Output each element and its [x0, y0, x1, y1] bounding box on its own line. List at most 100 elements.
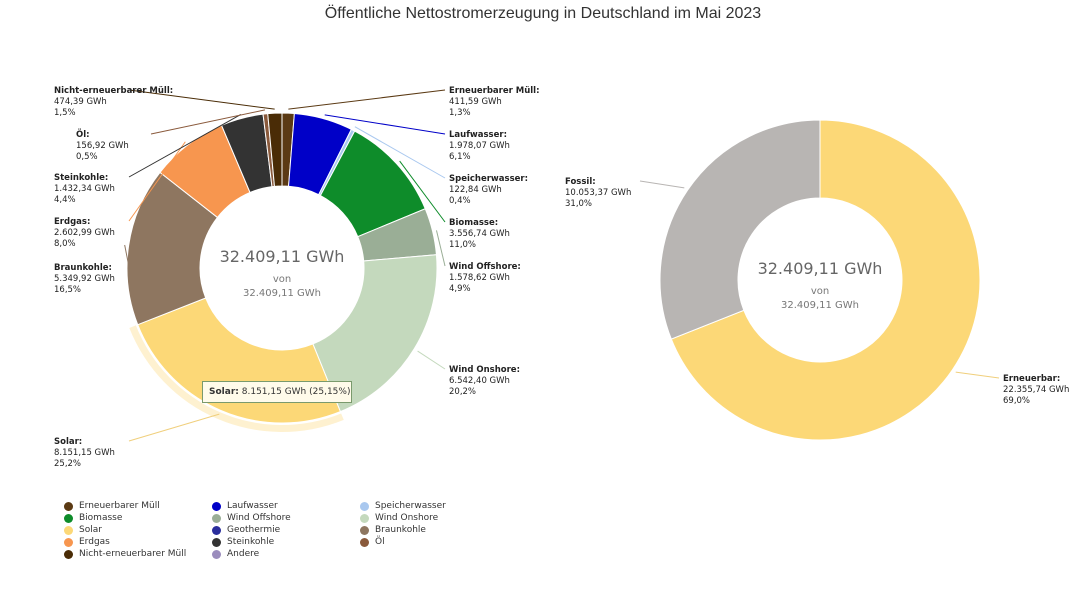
label-percent-speicherwasser: 0,4%: [449, 196, 471, 206]
label-percent-wind-offshore: 4,9%: [449, 284, 471, 294]
connector-oel: [150, 109, 266, 135]
legend-label: Geothermie: [227, 525, 281, 535]
label-percent-solar: 25,2%: [54, 459, 81, 469]
legend-marker-icon: [64, 537, 73, 547]
legend-item-erneuerbarer-muell[interactable]: Erneuerbarer Müll: [64, 500, 212, 512]
center-sub: 32.409,11 GWh: [243, 288, 321, 299]
legend-marker-icon: [212, 525, 221, 535]
label-name-wind-onshore: Wind Onshore:: [449, 365, 520, 375]
label-name-erneuerbarer-muell: Erneuerbarer Müll:: [449, 86, 540, 96]
label-value-wind-offshore: 1.578,62 GWh: [449, 273, 510, 283]
label-percent-steinkohle: 4,4%: [54, 195, 76, 205]
slice-solar[interactable]: [137, 297, 342, 424]
label-value-nicht-erneuerbarer-muell: 474,39 GWh: [54, 97, 107, 107]
legend-item-braunkohle[interactable]: Braunkohle: [360, 524, 508, 536]
label-percent-braunkohle: 16,5%: [54, 285, 81, 295]
legend-label: Erneuerbarer Müll: [79, 501, 160, 511]
legend-item-steinkohle[interactable]: Steinkohle: [212, 536, 360, 548]
legend-label: Andere: [227, 549, 260, 559]
legend-item-laufwasser[interactable]: Laufwasser: [212, 500, 360, 512]
label-value-speicherwasser: 122,84 GWh: [449, 185, 502, 195]
legend-label: Solar: [79, 525, 102, 535]
center-total: 32.409,11 GWh: [220, 247, 345, 266]
legend-item-wind-onshore[interactable]: Wind Onshore: [360, 512, 508, 524]
label-value-laufwasser: 1.978,07 GWh: [449, 141, 510, 151]
slice-nicht-erneuerbarer-muell[interactable]: [267, 112, 283, 187]
legend: Erneuerbarer Müll Laufwasser Speicherwasse…: [64, 500, 504, 560]
label-name-solar: Solar:: [54, 437, 82, 447]
slice-erneuerbar[interactable]: [670, 119, 981, 441]
connector-laufwasser: [324, 114, 446, 135]
label-percent-wind-onshore: 20,2%: [449, 387, 476, 397]
legend-label: Wind Offshore: [227, 513, 291, 523]
center-of: von: [273, 274, 291, 285]
connector-fossil: [639, 180, 685, 189]
center-sub: 32.409,11 GWh: [781, 300, 859, 311]
legend-item-biomasse[interactable]: Biomasse: [64, 512, 212, 524]
legend-marker-icon: [212, 537, 221, 547]
legend-marker-icon: [64, 513, 73, 523]
label-value-erneuerbar: 22.355,74 GWh: [1003, 385, 1069, 395]
connector-erneuerbarer-muell: [288, 89, 446, 110]
label-name-nicht-erneuerbarer-muell: Nicht-erneuerbarer Müll:: [54, 86, 173, 96]
legend-item-andere[interactable]: Andere: [212, 548, 360, 560]
legend-marker-icon: [212, 501, 221, 511]
label-percent-nicht-erneuerbarer-muell: 1,5%: [54, 108, 76, 118]
tooltip-name: Solar:: [209, 387, 239, 397]
legend-item-speicherwasser[interactable]: Speicherwasser: [360, 500, 508, 512]
legend-item-wind-offshore[interactable]: Wind Offshore: [212, 512, 360, 524]
legend-item-nicht-erneuerbarer-muell[interactable]: Nicht-erneuerbarer Müll: [64, 548, 212, 560]
label-percent-oel: 0,5%: [76, 152, 98, 162]
connector-erneuerbar: [955, 371, 1000, 379]
legend-marker-icon: [360, 537, 369, 547]
chart-title: Öffentliche Nettostromerzeugung in Deuts…: [324, 5, 762, 22]
label-percent-biomasse: 11,0%: [449, 240, 476, 250]
label-value-fossil: 10.053,37 GWh: [565, 188, 631, 198]
label-percent-fossil: 31,0%: [565, 199, 592, 209]
legend-label: Speicherwasser: [375, 501, 446, 511]
label-name-erneuerbar: Erneuerbar:: [1003, 374, 1060, 384]
connector-braunkohle: [124, 244, 130, 268]
connector-biomasse: [399, 160, 446, 223]
legend-label: Erdgas: [79, 537, 110, 547]
label-name-braunkohle: Braunkohle:: [54, 263, 112, 273]
legend-item-oel[interactable]: Öl: [360, 536, 508, 548]
connector-steinkohle: [128, 113, 242, 178]
label-value-oel: 156,92 GWh: [76, 141, 129, 151]
legend-marker-icon: [64, 549, 73, 559]
center-of: von: [811, 286, 829, 297]
connector-erdgas: [128, 141, 186, 222]
legend-label: Öl: [375, 537, 385, 547]
slice-wind-onshore[interactable]: [312, 254, 438, 413]
legend-item-solar[interactable]: Solar: [64, 524, 212, 536]
connector-wind-onshore: [417, 350, 446, 370]
label-value-erneuerbarer-muell: 411,59 GWh: [449, 97, 502, 107]
legend-label: Nicht-erneuerbarer Müll: [79, 549, 187, 559]
label-percent-erdgas: 8,0%: [54, 239, 76, 249]
legend-item-erdgas[interactable]: Erdgas: [64, 536, 212, 548]
label-value-solar: 8.151,15 GWh: [54, 448, 115, 458]
label-percent-laufwasser: 6,1%: [449, 152, 471, 162]
legend-marker-icon: [64, 525, 73, 535]
connector-nicht-erneuerbarer-muell: [128, 89, 275, 110]
label-name-laufwasser: Laufwasser:: [449, 130, 507, 140]
slice-halo-solar: [129, 325, 344, 432]
slice-fossil[interactable]: [659, 119, 821, 340]
label-value-biomasse: 3.556,74 GWh: [449, 229, 510, 239]
label-value-steinkohle: 1.432,34 GWh: [54, 184, 115, 194]
legend-item-geothermie[interactable]: Geothermie: [212, 524, 360, 536]
legend-marker-icon: [360, 501, 369, 511]
solar-tooltip: Solar: 8.151,15 GWh (25,15%): [202, 381, 352, 403]
connector-solar: [128, 413, 220, 442]
tooltip-value: 8.151,15 GWh (25,15%): [241, 387, 351, 397]
label-name-oel: Öl:: [76, 129, 90, 140]
label-value-wind-onshore: 6.542,40 GWh: [449, 376, 510, 386]
label-value-braunkohle: 5.349,92 GWh: [54, 274, 115, 284]
legend-marker-icon: [212, 513, 221, 523]
label-name-wind-offshore: Wind Offshore:: [449, 262, 521, 272]
label-name-erdgas: Erdgas:: [54, 217, 90, 227]
label-name-steinkohle: Steinkohle:: [54, 173, 108, 183]
label-name-biomasse: Biomasse:: [449, 218, 498, 228]
